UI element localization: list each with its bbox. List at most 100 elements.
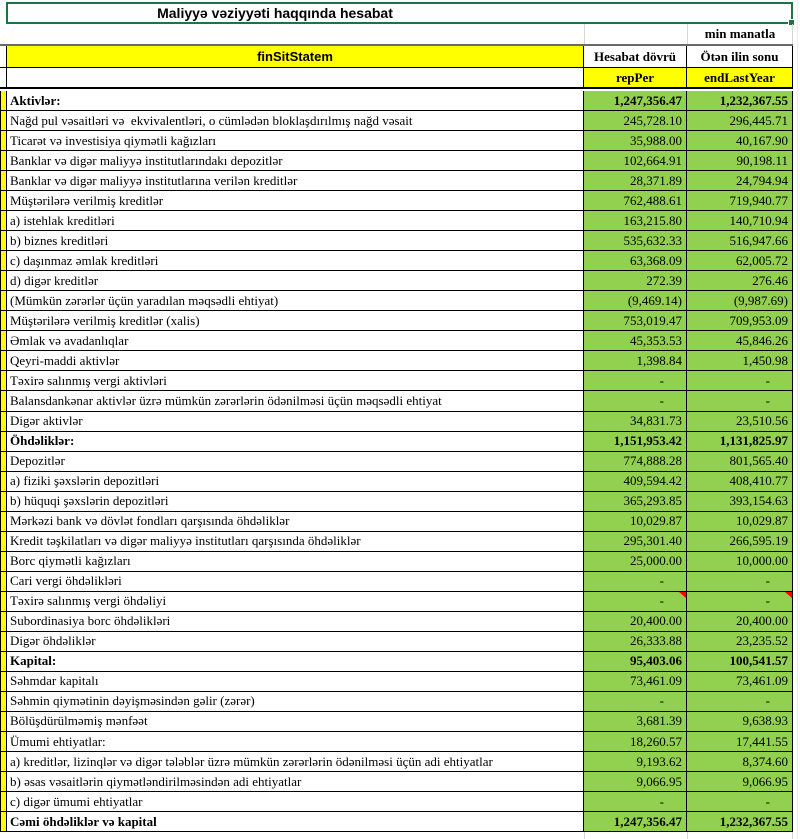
- value-cell-report-period[interactable]: (9,469.14): [584, 291, 687, 311]
- header-marker-cell[interactable]: [0, 46, 7, 67]
- value-cell-end-last-year[interactable]: 408,410.77: [687, 471, 793, 491]
- row-label-cell[interactable]: Təxirə salınmış vergi öhdəliyi: [7, 591, 584, 611]
- value-cell-end-last-year[interactable]: -: [687, 371, 793, 391]
- row-label-cell[interactable]: Əmlak və avadanlıqlar: [7, 331, 584, 351]
- value-cell-end-last-year[interactable]: 24,794.94: [687, 171, 793, 191]
- value-cell-report-period[interactable]: 295,301.40: [584, 531, 687, 551]
- row-label-cell[interactable]: c) digər ümumi ehtiyatlar: [7, 792, 584, 812]
- row-marker-cell[interactable]: [0, 812, 7, 832]
- value-cell-end-last-year[interactable]: 296,445.71: [687, 111, 793, 131]
- row-marker-cell[interactable]: [0, 772, 7, 792]
- value-cell-report-period[interactable]: 365,293.85: [584, 491, 687, 511]
- value-cell-report-period[interactable]: 1,151,953.42: [584, 431, 687, 451]
- row-marker-cell[interactable]: [0, 792, 7, 812]
- row-marker-cell[interactable]: [0, 411, 7, 431]
- value-cell-report-period[interactable]: -: [584, 571, 687, 591]
- value-cell-end-last-year[interactable]: 23,510.56: [687, 411, 793, 431]
- row-marker-cell[interactable]: [0, 611, 7, 631]
- value-cell-report-period[interactable]: -: [584, 792, 687, 812]
- row-label-cell[interactable]: a) istehlak kreditləri: [7, 211, 584, 231]
- value-cell-end-last-year[interactable]: -: [687, 391, 793, 411]
- value-cell-end-last-year[interactable]: 90,198.11: [687, 151, 793, 171]
- row-label-cell[interactable]: b) hüquqi şəxslərin depozitləri: [7, 491, 584, 511]
- value-cell-report-period[interactable]: 73,461.09: [584, 671, 687, 691]
- value-cell-report-period[interactable]: 26,333.88: [584, 631, 687, 651]
- row-marker-cell[interactable]: [0, 471, 7, 491]
- row-marker-cell[interactable]: [0, 311, 7, 331]
- value-cell-end-last-year[interactable]: 20,400.00: [687, 611, 793, 631]
- value-cell-report-period[interactable]: 34,831.73: [584, 411, 687, 431]
- row-label-cell[interactable]: Kapital:: [7, 651, 584, 671]
- row-label-cell[interactable]: Digər aktivlər: [7, 411, 584, 431]
- value-cell-end-last-year[interactable]: 1,450.98: [687, 351, 793, 371]
- row-label-cell[interactable]: Aktivlər:: [7, 91, 584, 111]
- row-label-cell[interactable]: Öhdəliklər:: [7, 431, 584, 451]
- row-label-cell[interactable]: a) fiziki şəxslərin depozitləri: [7, 471, 584, 491]
- value-cell-end-last-year[interactable]: 266,595.19: [687, 531, 793, 551]
- value-cell-report-period[interactable]: -: [584, 391, 687, 411]
- row-label-cell[interactable]: Subordinasiya borc öhdəlikləri: [7, 611, 584, 631]
- value-cell-report-period[interactable]: 10,029.87: [584, 511, 687, 531]
- row-marker-cell[interactable]: [0, 511, 7, 531]
- value-cell-end-last-year[interactable]: 23,235.52: [687, 631, 793, 651]
- row-marker-cell[interactable]: [0, 211, 7, 231]
- row-label-cell[interactable]: b) biznes kreditləri: [7, 231, 584, 251]
- row-label-cell[interactable]: Cari vergi öhdəlikləri: [7, 571, 584, 591]
- row-marker-cell[interactable]: [0, 251, 7, 271]
- form-id-cell[interactable]: finSitStatem: [7, 46, 584, 67]
- value-cell-end-last-year[interactable]: 1,232,367.55: [687, 812, 793, 832]
- row-marker-cell[interactable]: [0, 571, 7, 591]
- row-marker-cell[interactable]: [0, 671, 7, 691]
- value-cell-end-last-year[interactable]: (9,987.69): [687, 291, 793, 311]
- row-marker-cell[interactable]: [0, 191, 7, 211]
- row-marker-cell[interactable]: [0, 171, 7, 191]
- row-marker-cell[interactable]: [0, 111, 7, 131]
- value-cell-report-period[interactable]: -: [584, 691, 687, 711]
- value-cell-report-period[interactable]: 95,403.06: [584, 651, 687, 671]
- value-cell-end-last-year[interactable]: 801,565.40: [687, 451, 793, 471]
- row-label-cell[interactable]: d) digər kreditlər: [7, 271, 584, 291]
- value-cell-end-last-year[interactable]: 40,167.90: [687, 131, 793, 151]
- value-cell-end-last-year[interactable]: 100,541.57: [687, 651, 793, 671]
- row-marker-cell[interactable]: [0, 531, 7, 551]
- value-cell-report-period[interactable]: 9,193.62: [584, 752, 687, 772]
- value-cell-end-last-year[interactable]: 393,154.63: [687, 491, 793, 511]
- value-cell-report-period[interactable]: 1,398.84: [584, 351, 687, 371]
- row-label-cell[interactable]: b) əsas vəsaitlərin qiymətləndirilməsind…: [7, 772, 584, 792]
- value-cell-report-period[interactable]: 3,681.39: [584, 711, 687, 731]
- row-marker-cell[interactable]: [0, 691, 7, 711]
- row-label-cell[interactable]: Səhmdar kapitalı: [7, 671, 584, 691]
- row-marker-cell[interactable]: [0, 131, 7, 151]
- value-cell-report-period[interactable]: 20,400.00: [584, 611, 687, 631]
- row-marker-cell[interactable]: [0, 431, 7, 451]
- row-label-cell[interactable]: Təxirə salınmış vergi aktivləri: [7, 371, 584, 391]
- row-label-cell[interactable]: Ticarət və investisiya qiymətli kağızlar…: [7, 131, 584, 151]
- value-cell-report-period[interactable]: 9,066.95: [584, 772, 687, 792]
- col-header-report-period[interactable]: Hesabat dövrü: [584, 46, 687, 67]
- row-label-cell[interactable]: c) daşınmaz əmlak kreditləri: [7, 251, 584, 271]
- value-cell-end-last-year[interactable]: -: [687, 591, 793, 611]
- row-marker-cell[interactable]: [0, 551, 7, 571]
- value-cell-end-last-year[interactable]: 276.46: [687, 271, 793, 291]
- row-marker-cell[interactable]: [0, 151, 7, 171]
- row-marker-cell[interactable]: [0, 711, 7, 731]
- row-marker-cell[interactable]: [0, 732, 7, 752]
- value-cell-end-last-year[interactable]: -: [687, 691, 793, 711]
- value-cell-report-period[interactable]: 25,000.00: [584, 551, 687, 571]
- code-cell-end-last-year[interactable]: endLastYear: [687, 68, 793, 87]
- value-cell-report-period[interactable]: 63,368.09: [584, 251, 687, 271]
- value-cell-end-last-year[interactable]: 9,638.93: [687, 711, 793, 731]
- title-cell[interactable]: Maliyyə vəziyyəti haqqında hesabat: [6, 2, 795, 26]
- row-marker-cell[interactable]: [0, 331, 7, 351]
- empty-label-cell[interactable]: [7, 68, 584, 87]
- row-label-cell[interactable]: Nağd pul vəsaitləri və ekvivalentləri, o…: [7, 111, 584, 131]
- row-label-cell[interactable]: Müştərilərə verilmiş kreditlər (xalis): [7, 311, 584, 331]
- row-marker-cell[interactable]: [0, 752, 7, 772]
- row-label-cell[interactable]: Digər öhdəliklər: [7, 631, 584, 651]
- row-label-cell[interactable]: Səhmin qiymətinin dəyişməsindən gəlir (z…: [7, 691, 584, 711]
- value-cell-report-period[interactable]: 35,988.00: [584, 131, 687, 151]
- row-label-cell[interactable]: Mərkəzi bank və dövlət fondları qarşısın…: [7, 511, 584, 531]
- fill-handle[interactable]: [788, 19, 795, 26]
- row-marker-cell[interactable]: [0, 391, 7, 411]
- value-cell-end-last-year[interactable]: 719,940.77: [687, 191, 793, 211]
